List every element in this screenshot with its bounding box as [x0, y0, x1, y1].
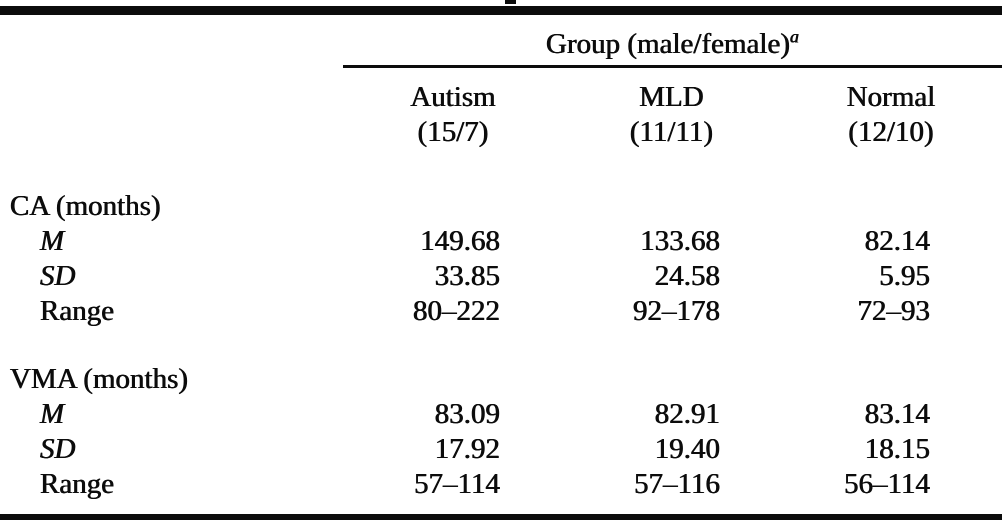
- value-cell: 56–114: [844, 468, 931, 500]
- value-cell: 24.58: [654, 260, 720, 292]
- row-label-sd: SD: [40, 260, 76, 292]
- section-label: CA (months): [10, 190, 161, 222]
- spanner-footnote-marker: a: [790, 25, 799, 46]
- value-cell: 82.91: [654, 398, 720, 430]
- value-cell: 82.14: [864, 225, 931, 257]
- value-cell: 83.09: [434, 398, 500, 430]
- table-top-rule: [0, 6, 1002, 15]
- value-cell: 33.85: [434, 260, 500, 292]
- row-label-range: Range: [40, 468, 115, 500]
- value-cell: 149.68: [420, 225, 500, 257]
- row-label-mean: M: [40, 398, 65, 430]
- value-cell: 19.40: [654, 433, 720, 465]
- section-label: VMA (months): [10, 363, 189, 395]
- value-cell: 57–114: [414, 468, 500, 500]
- column-header-row: Autism (15/7) MLD (11/11) Normal (12/10): [0, 66, 1002, 162]
- col-header-ratio: (15/7): [417, 115, 489, 148]
- value-cell: 17.92: [434, 433, 500, 465]
- col-header-autism: Autism (15/7): [343, 66, 563, 162]
- col-header-ratio: (11/11): [629, 115, 714, 148]
- value-cell: 92–178: [633, 295, 720, 327]
- value-cell: 72–93: [857, 295, 931, 327]
- value-cell: 18.15: [864, 433, 931, 465]
- stub-cell: [0, 15, 343, 66]
- section-header-vma: VMA (months): [0, 329, 1002, 397]
- row-label-sd: SD: [40, 433, 76, 465]
- spanner-cell: Group (male/female)a: [343, 15, 1002, 68]
- value-cell: 5.95: [879, 260, 931, 292]
- table-row: Range 80–222 92–178 72–93: [0, 294, 1002, 329]
- col-header-ratio: (12/10): [848, 115, 934, 148]
- col-header-name: Normal: [846, 80, 936, 113]
- col-header-name: Autism: [410, 80, 496, 113]
- table-row: Range 57–114 57–116 56–114: [0, 467, 1002, 502]
- col-header-normal: Normal (12/10): [780, 66, 1002, 162]
- group-statistics-table: Group (male/female)a Autism (15/7) MLD (…: [0, 15, 1002, 502]
- table-row: M 83.09 82.91 83.14: [0, 397, 1002, 432]
- table-row: SD 33.85 24.58 5.95: [0, 259, 1002, 294]
- value-cell: 57–116: [634, 468, 720, 500]
- row-label-range: Range: [40, 295, 115, 327]
- stub-cell: [0, 66, 343, 162]
- value-cell: 83.14: [864, 398, 931, 430]
- spanner-label: Group (male/female): [546, 27, 790, 60]
- row-label-mean: M: [40, 225, 65, 257]
- table-row: M 149.68 133.68 82.14: [0, 224, 1002, 259]
- scan-artifact: [505, 0, 516, 4]
- table-row: SD 17.92 19.40 18.15: [0, 432, 1002, 467]
- spanner-row: Group (male/female)a: [0, 15, 1002, 68]
- col-header-name: MLD: [639, 80, 704, 113]
- value-cell: 80–222: [413, 295, 500, 327]
- col-header-mld: MLD (11/11): [563, 66, 780, 162]
- value-cell: 133.68: [640, 225, 720, 257]
- table-bottom-rule: [0, 514, 1002, 520]
- section-header-ca: CA (months): [0, 162, 1002, 224]
